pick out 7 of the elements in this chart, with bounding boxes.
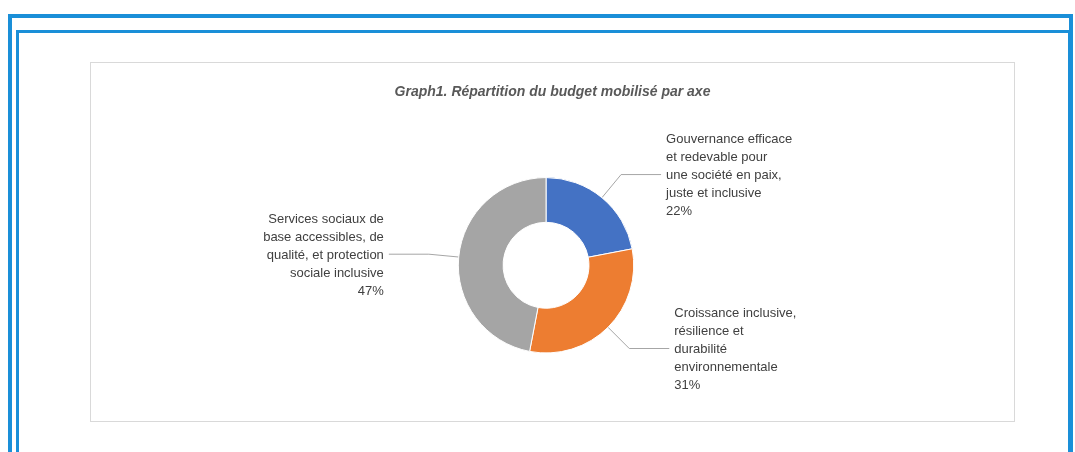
chart-title: Graph1. Répartition du budget mobilisé par axe (394, 83, 711, 99)
data-label: 22% (666, 203, 693, 219)
slice-label: Services sociaux de base accessibles, de qualité, et protection sociale inclusive (263, 210, 384, 280)
data-label: 47% (357, 282, 385, 298)
data-label: 31% (674, 377, 701, 392)
slice-label: Gouvernance efficace et redevable pour une société en paix, juste et inclusive (665, 131, 793, 201)
slice-label: Croissance inclusive, résilience et durabilité environnementale (674, 305, 797, 374)
